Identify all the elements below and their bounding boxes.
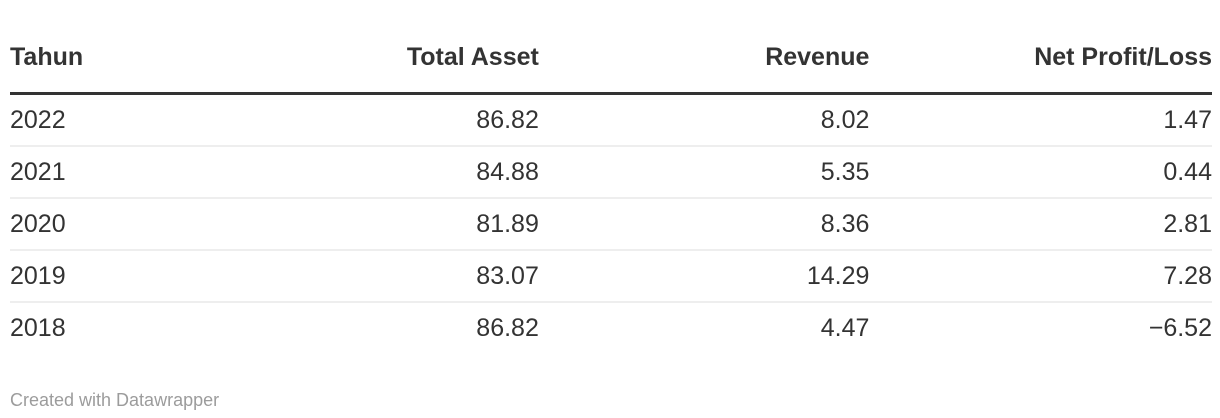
cell-revenue: 4.47 [820, 314, 870, 342]
table-row-2021: 2021 84.88 5.35 0.44 [10, 146, 1212, 199]
cell-net-profit-loss: 7.28 [869, 250, 1212, 303]
cell-total-asset: 84.88 [298, 146, 539, 199]
cell-total-asset: 86.82 [298, 93, 539, 147]
attribution-footer: Created with Datawrapper [0, 390, 1220, 411]
cell-total-asset: 86.82 [476, 314, 539, 342]
table-row-2019: 2019 83.07 14.29 7.28 [10, 250, 1212, 303]
table-row-2022: 2022 86.82 8.02 1.47 [10, 93, 1212, 147]
column-header-net-profit-loss: Net Profit/Loss [869, 0, 1212, 95]
cell-revenue: 8.36 [538, 198, 870, 251]
cell-year: 2018 [10, 314, 66, 342]
table-header-row: Tahun Total Asset Revenue Net Profit/Los… [10, 0, 1212, 95]
column-header-tahun: Tahun [10, 0, 299, 95]
cell-net-profit-loss: 2.81 [869, 198, 1212, 251]
data-table: Tahun Total Asset Revenue Net Profit/Los… [10, 0, 1212, 353]
datawrapper-attribution-link[interactable]: Created with Datawrapper [10, 390, 220, 410]
table-container: Tahun Total Asset Revenue Net Profit/Los… [10, 0, 1212, 353]
cell-year: 2019 [10, 250, 299, 303]
cell-year: 2022 [10, 93, 299, 147]
cell-revenue: 5.35 [538, 146, 870, 199]
cell-total-asset: 81.89 [298, 198, 539, 251]
cell-net-profit-loss: 1.47 [869, 93, 1212, 147]
cell-revenue: 14.29 [538, 250, 870, 303]
cell-net-profit-loss: 0.44 [869, 146, 1212, 199]
cell-net-profit-loss: −6.52 [1148, 314, 1212, 342]
cell-year: 2020 [10, 198, 299, 251]
cell-year: 2021 [10, 146, 299, 199]
table-row-2018: 2018 86.82 4.47 −6.52 [10, 302, 1212, 353]
cell-total-asset: 83.07 [298, 250, 539, 303]
table-row-2020: 2020 81.89 8.36 2.81 [10, 198, 1212, 251]
column-header-revenue: Revenue [538, 0, 870, 95]
cell-revenue: 8.02 [538, 93, 870, 147]
column-header-total-asset: Total Asset [298, 0, 539, 95]
